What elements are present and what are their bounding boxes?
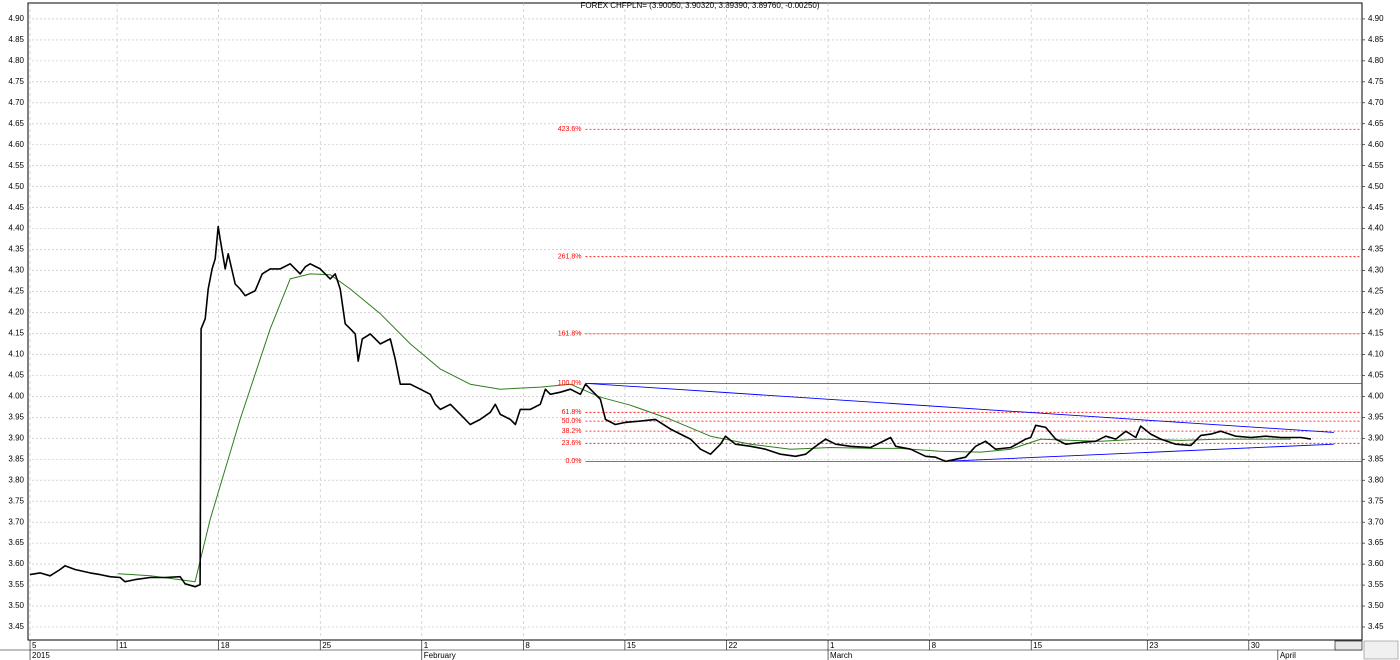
y-tick-label: 4.45: [8, 203, 24, 212]
y-tick-label-right: 4.85: [1368, 35, 1384, 44]
y-tick-label: 4.60: [8, 140, 24, 149]
y-tick-label: 4.50: [8, 182, 24, 191]
y-tick-label-right: 4.40: [1368, 224, 1384, 233]
fib-label: 50.0%: [562, 418, 582, 425]
x-tick-label: 5: [32, 641, 37, 650]
y-tick-label: 3.75: [8, 496, 24, 505]
y-tick-label: 4.55: [8, 161, 24, 170]
x-tick-label: 11: [119, 641, 128, 650]
y-tick-label-right: 3.80: [1368, 475, 1384, 484]
y-tick-label-right: 4.80: [1368, 56, 1384, 65]
y-tick-label: 4.65: [8, 119, 24, 128]
y-tick-label: 3.55: [8, 580, 24, 589]
y-tick-label: 4.30: [8, 266, 24, 275]
y-tick-label: 4.35: [8, 245, 24, 254]
y-tick-label-right: 4.75: [1368, 77, 1384, 86]
y-tick-label: 4.15: [8, 329, 24, 338]
fib-label: 261.8%: [558, 254, 582, 261]
trendline: [585, 382, 1334, 433]
x-tick-label: 15: [1033, 641, 1042, 650]
y-tick-label-right: 3.90: [1368, 433, 1384, 442]
x-tick-label: 1: [424, 641, 429, 650]
y-tick-label: 3.80: [8, 475, 24, 484]
y-tick-label: 4.25: [8, 287, 24, 296]
fib-label: 38.2%: [562, 428, 582, 435]
x-tick-label-secondary: February: [424, 651, 456, 660]
y-tick-label-right: 4.35: [1368, 245, 1384, 254]
y-tick-label-right: 3.85: [1368, 454, 1384, 463]
x-tick-label: 8: [525, 641, 530, 650]
fib-label: 423.6%: [558, 126, 582, 133]
y-tick-label-right: 4.60: [1368, 140, 1384, 149]
y-tick-label-right: 4.55: [1368, 161, 1384, 170]
y-tick-label: 3.70: [8, 517, 24, 526]
y-tick-label-right: 4.10: [1368, 350, 1384, 359]
y-tick-label: 4.05: [8, 370, 24, 379]
y-tick-label-right: 4.15: [1368, 329, 1384, 338]
y-tick-label: 3.60: [8, 559, 24, 568]
y-tick-label-right: 4.00: [1368, 391, 1384, 400]
series-line: [29, 225, 1312, 588]
y-tick-label: 4.75: [8, 77, 24, 86]
y-tick-label: 3.95: [8, 412, 24, 421]
x-tick-label: 1: [830, 641, 835, 650]
plot-area: [28, 3, 1362, 640]
y-tick-label: 4.90: [8, 14, 24, 23]
y-tick-label-right: 4.05: [1368, 370, 1384, 379]
y-tick-label: 4.85: [8, 35, 24, 44]
y-tick-label: 3.50: [8, 601, 24, 610]
y-tick-label-right: 4.25: [1368, 287, 1384, 296]
y-tick-label-right: 3.65: [1368, 538, 1384, 547]
y-tick-label-right: 4.45: [1368, 203, 1384, 212]
y-tick-label-right: 4.90: [1368, 14, 1384, 23]
fib-label: 23.6%: [562, 440, 582, 447]
x-tick-label: 30: [1251, 641, 1260, 650]
fib-label: 0.0%: [565, 458, 581, 465]
scroll-control[interactable]: [1334, 640, 1363, 651]
y-tick-label: 4.10: [8, 350, 24, 359]
x-tick-label: 18: [221, 641, 230, 650]
series-line: [118, 273, 1291, 583]
x-tick-label: 23: [1149, 641, 1158, 650]
y-tick-label-right: 3.75: [1368, 496, 1384, 505]
y-tick-label-right: 4.20: [1368, 308, 1384, 317]
fib-label: 61.8%: [562, 409, 582, 416]
y-tick-label-right: 4.50: [1368, 182, 1384, 191]
x-tick-label-secondary: March: [830, 651, 852, 660]
x-tick-label: 8: [932, 641, 937, 650]
y-tick-label-right: 4.65: [1368, 119, 1384, 128]
x-tick-label-secondary: April: [1280, 651, 1296, 660]
y-tick-label-right: 4.30: [1368, 266, 1384, 275]
fib-label: 161.8%: [558, 331, 582, 338]
y-tick-label: 4.80: [8, 56, 24, 65]
y-tick-label-right: 4.70: [1368, 98, 1384, 107]
y-tick-label: 3.65: [8, 538, 24, 547]
y-tick-label: 4.00: [8, 391, 24, 400]
y-tick-label-right: 3.95: [1368, 412, 1384, 421]
y-tick-label-right: 3.60: [1368, 559, 1384, 568]
trendline: [945, 443, 1334, 462]
plot-frame: [27, 2, 1363, 641]
x-tick-label: 22: [728, 641, 737, 650]
y-tick-label-right: 3.70: [1368, 517, 1384, 526]
corner-box: [1363, 640, 1399, 660]
chart-title: FOREX CHFPLN= (3.90050, 3.90320, 3.89390…: [580, 1, 819, 10]
y-tick-label-right: 3.50: [1368, 601, 1384, 610]
y-tick-label: 4.40: [8, 224, 24, 233]
x-tick-label-secondary: 2015: [32, 651, 50, 660]
y-tick-label: 3.90: [8, 433, 24, 442]
y-tick-label: 3.85: [8, 454, 24, 463]
y-tick-label-right: 3.45: [1368, 622, 1384, 631]
x-tick-label: 25: [322, 641, 331, 650]
y-tick-label: 4.70: [8, 98, 24, 107]
y-tick-label: 4.20: [8, 308, 24, 317]
y-tick-label-right: 3.55: [1368, 580, 1384, 589]
y-tick-label: 3.45: [8, 622, 24, 631]
fib-label: 100.0%: [558, 380, 582, 387]
x-tick-label: 15: [627, 641, 636, 650]
